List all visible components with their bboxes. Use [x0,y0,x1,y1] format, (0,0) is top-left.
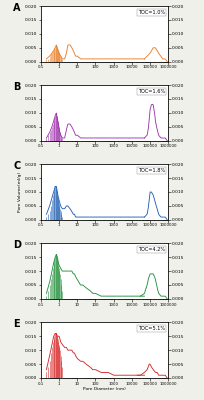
Text: TOC=4.2%: TOC=4.2% [137,247,164,252]
Text: TOC=1.0%: TOC=1.0% [137,10,164,15]
Text: B: B [13,82,20,92]
Y-axis label: Pore Volume(ml/g): Pore Volume(ml/g) [18,172,22,212]
X-axis label: Pore Diameter (nm): Pore Diameter (nm) [83,387,125,391]
Text: TOC=1.6%: TOC=1.6% [137,89,164,94]
Text: TOC=5.1%: TOC=5.1% [137,326,164,331]
Text: C: C [13,161,20,171]
Text: D: D [13,240,21,250]
Text: E: E [13,319,20,329]
Text: A: A [13,3,20,13]
Text: TOC=1.8%: TOC=1.8% [137,168,164,173]
